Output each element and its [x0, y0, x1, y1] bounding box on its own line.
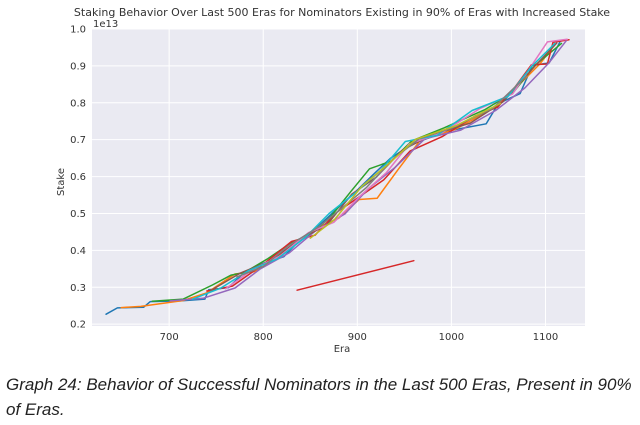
y-tick-label: 0.4: [70, 246, 86, 257]
y-tick-label: 0.9: [70, 61, 86, 72]
y-tick-label: 0.7: [70, 135, 86, 146]
x-tick-label: 1000: [439, 332, 464, 343]
series-layer: [105, 38, 570, 315]
y-axis-label: Stake: [56, 168, 67, 196]
x-tick-label: 700: [160, 332, 179, 343]
y-tick-label: 0.6: [70, 172, 86, 183]
chart-title: Staking Behavior Over Last 500 Eras for …: [74, 6, 610, 19]
y-tick-label: 1.0: [70, 25, 86, 36]
y-offset-label: 1e13: [93, 19, 118, 30]
x-tick-label: 1100: [533, 332, 558, 343]
y-tick-label: 0.5: [70, 209, 86, 220]
tick-labels: 700 800 900 1000 1100 0.2 0.3 0.4 0.5 0.6 0.7 0.8 0.…: [70, 25, 558, 344]
plot-area: [92, 29, 585, 326]
line-chart: Staking Behavior Over Last 500 Eras for …: [56, 6, 610, 355]
y-tick-label: 0.3: [70, 283, 86, 294]
y-tick-label: 0.2: [70, 320, 86, 331]
series-line-11: [309, 102, 502, 239]
series-line-5: [296, 259, 415, 291]
grid: [92, 28, 585, 326]
x-tick-label: 900: [348, 332, 367, 343]
chart: Staking Behavior Over Last 500 Eras for …: [56, 6, 610, 355]
x-tick-label: 800: [254, 332, 273, 343]
figure-caption: Graph 24: Behavior of Successful Nominat…: [6, 375, 632, 419]
y-tick-label: 0.8: [70, 98, 86, 109]
x-axis-label: Era: [334, 344, 351, 355]
